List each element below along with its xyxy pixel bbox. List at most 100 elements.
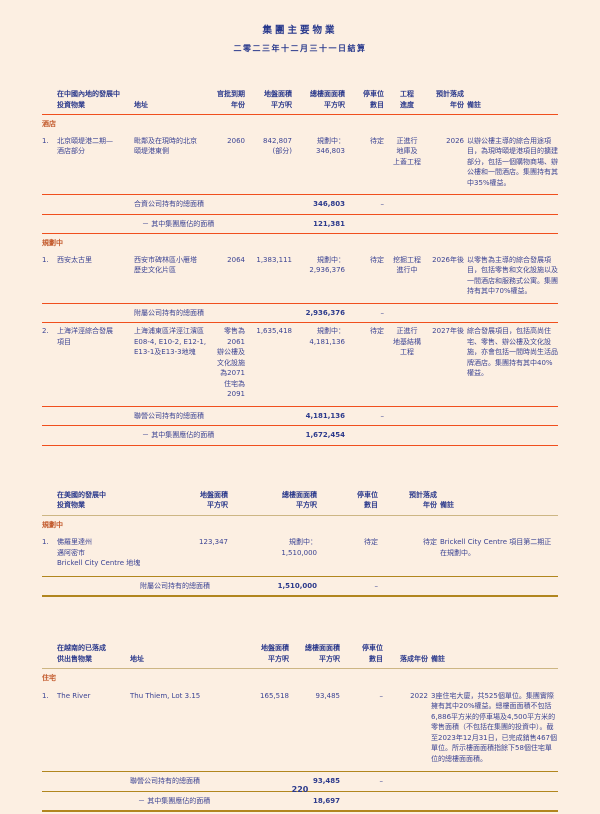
divider [42, 213, 558, 215]
total-row-subsidiary: 附屬公司持有的總面積 2,936,376 – [42, 304, 558, 323]
divider [42, 322, 558, 324]
col-header-remarks: 備註 [440, 501, 454, 510]
col-header-gfa: 總樓面面積 平方呎 [282, 490, 317, 510]
table-vietnam-completed-properties: 在越南的已落成 供出售物業 地址 地盤面積 平方呎 總樓面面積 平方呎 停車位 … [42, 643, 558, 813]
lease-expiry: 零售為 2061 辦公樓及 文化設施 為2071 住宅為 2091 [217, 327, 245, 399]
site-area: 123,347 [199, 538, 228, 547]
col-header-property: 在中國內地的發展中 投資物業 [57, 90, 120, 109]
expected-completion: 2027年後 [432, 327, 464, 336]
divider [42, 514, 558, 516]
total-label: － 其中集團應佔的面積 [142, 431, 215, 440]
site-area: 842,807 (部分) [263, 136, 292, 156]
completion-year: 2022 [410, 691, 428, 700]
gross-floor-area: 規劃中： 1,510,000 [281, 538, 317, 557]
col-header-carparks: 停車位 數目 [362, 644, 383, 663]
property-name: 北京頤堤港二期— 酒店部分 [57, 136, 113, 156]
divider [42, 790, 558, 792]
site-area: 1,383,111 [256, 255, 292, 264]
total-value: 18,697 [312, 796, 340, 805]
total-row-jv: 合資公司持有的總面積 346,803 – [42, 195, 558, 214]
total-carpark: – [380, 200, 385, 209]
col-header-works-progress: 工程 進度 [400, 90, 414, 109]
page-number: 220 [291, 785, 309, 794]
total-value: 93,485 [312, 777, 340, 786]
carpark-count: 待定 [370, 327, 384, 336]
site-area: 165,518 [260, 691, 289, 700]
total-label: 聯營公司持有的總面積 [130, 777, 200, 786]
total-value: 4,181,136 [305, 411, 345, 420]
gross-floor-area: 規劃中： 346,803 [316, 136, 345, 156]
row-number: 1. [42, 136, 49, 145]
total-carpark: – [380, 411, 385, 420]
divider [42, 405, 558, 407]
total-value: 1,672,454 [305, 431, 345, 440]
col-header-gfa: 總樓面面積 平方呎 [310, 90, 345, 109]
row-number: 1. [42, 255, 49, 264]
col-header-carparks: 停車位 數目 [357, 490, 378, 510]
total-carpark: – [374, 581, 379, 590]
total-label: 附屬公司持有的總面積 [140, 581, 210, 590]
carpark-count: 待定 [364, 538, 378, 547]
works-progress: 正進行 地庫及 上蓋工程 [393, 136, 421, 166]
row-number: 2. [42, 327, 49, 336]
page-title: 集團主要物業 [262, 25, 338, 36]
col-header-site-area: 地盤面積 平方呎 [200, 490, 228, 510]
lease-expiry: 2064 [227, 255, 245, 264]
total-value: 121,381 [313, 219, 345, 228]
property-name: 佛羅里達州 邁阿密市 Brickell City Centre 地塊 [57, 538, 141, 568]
col-header-property: 在越南的已落成 供出售物業 [57, 644, 106, 663]
table-row-indigo-phase-two: 1. 北京頤堤港二期— 酒店部分 毗鄰及在現時的北京 頤堤港東側 2060 84… [42, 133, 558, 195]
total-row-associate: 聯營公司持有的總面積 4,181,136 – [42, 407, 558, 426]
total-row-jv-group-share: － 其中集團應佔的面積 121,381 [42, 215, 558, 234]
table-usa-development-properties: 在美國的發展中 投資物業 地盤面積 平方呎 總樓面面積 平方呎 停車位 數目 預… [42, 490, 558, 598]
table-row-taikoo-li-xian: 1. 西安太古里 西安市碑林區小雁塔 歷史文化片區 2064 1,383,111… [42, 252, 558, 303]
col-header-site-area: 地盤面積 平方呎 [261, 644, 289, 663]
expected-completion: 待定 [423, 538, 437, 547]
total-label: 合資公司持有的總面積 [134, 200, 204, 209]
table-header-row: 在美國的發展中 投資物業 地盤面積 平方呎 總樓面面積 平方呎 停車位 數目 預… [42, 490, 558, 515]
gross-floor-area: 規劃中： 4,181,136 [309, 327, 345, 346]
col-header-completion-year: 落成年份 [400, 654, 428, 663]
remarks: 綜合發展項目，包括高尚住宅、零售、辦公樓及文化設施，亦會包括一間時尚生活品牌酒店… [467, 327, 558, 378]
section-residential: 住宅 [42, 674, 56, 683]
divider [42, 575, 558, 577]
gross-floor-area: 93,485 [315, 691, 341, 700]
total-value: 2,936,376 [305, 308, 345, 317]
total-value: 346,803 [313, 200, 345, 209]
divider [42, 425, 558, 427]
works-progress: 正進行 地基結構 工程 [393, 327, 421, 357]
section-under-planning: 規劃中 [42, 520, 63, 529]
col-header-remarks: 備註 [467, 100, 481, 109]
expected-completion: 2026年後 [432, 255, 464, 264]
lease-expiry: 2060 [227, 136, 245, 145]
col-header-site-area: 地盤面積 平方呎 [264, 90, 292, 109]
remarks: 3座住宅大廈，共525個單位。集團實際擁有其中20%權益。總樓面面積不包括6,8… [431, 691, 557, 763]
col-header-carparks: 停車位 數目 [363, 90, 384, 109]
total-row-subsidiary: 附屬公司持有的總面積 1,510,000 – [42, 577, 558, 596]
property-name: The River [57, 691, 91, 700]
divider [42, 771, 558, 773]
total-row-associate-group-share: － 其中集團應佔的面積 1,672,454 [42, 426, 558, 445]
remarks: Brickell City Centre 項目第二期正在規劃中。 [440, 538, 552, 557]
carpark-count: 待定 [370, 255, 384, 264]
divider [42, 595, 558, 598]
total-row-associate: 聯營公司持有的總面積 93,485 – [42, 772, 558, 791]
remarks: 以辦公樓主導的綜合用途項目，為現時頤堤港項目的擴建部分，包括一個購物商場、辦公樓… [467, 136, 558, 187]
divider [42, 668, 558, 670]
property-address: Thu Thiem, Lot 3.15 [130, 691, 201, 700]
table-row-shanghai-yangjing: 2. 上海洋涇綜合發展 項目 上海浦東區洋涇江濱區 E08-4, E10-2, … [42, 323, 558, 406]
divider [42, 194, 558, 196]
col-header-remarks: 備註 [431, 654, 445, 663]
total-row-associate-group-share: － 其中集團應佔的面積 18,697 [42, 792, 558, 811]
total-label: 聯營公司持有的總面積 [134, 411, 204, 420]
divider [42, 233, 558, 235]
table-header-row: 在越南的已落成 供出售物業 地址 地盤面積 平方呎 總樓面面積 平方呎 停車位 … [42, 643, 558, 668]
total-value: 1,510,000 [277, 581, 317, 590]
divider [42, 302, 558, 304]
total-label: － 其中集團應佔的面積 [138, 796, 211, 805]
site-area: 1,635,418 [256, 327, 292, 336]
gross-floor-area: 規劃中： 2,936,376 [309, 255, 345, 275]
col-header-expected-completion: 預計落成 年份 [409, 490, 437, 510]
property-name: 上海洋涇綜合發展 項目 [57, 327, 113, 346]
